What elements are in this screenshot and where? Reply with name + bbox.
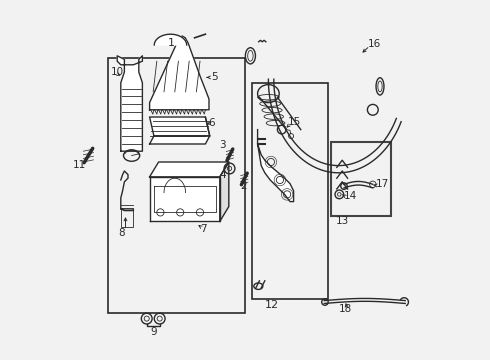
Bar — [331, 142, 391, 216]
Polygon shape — [220, 162, 229, 221]
Polygon shape — [149, 136, 210, 144]
Text: 16: 16 — [368, 39, 381, 49]
Text: 13: 13 — [336, 216, 349, 226]
Text: 14: 14 — [344, 191, 357, 201]
Text: 15: 15 — [288, 117, 301, 127]
Polygon shape — [154, 34, 187, 45]
Text: 12: 12 — [265, 300, 279, 310]
Polygon shape — [258, 130, 294, 202]
Polygon shape — [149, 36, 209, 110]
Text: 18: 18 — [339, 304, 352, 314]
Text: 3: 3 — [220, 140, 226, 150]
Text: 6: 6 — [208, 118, 215, 128]
Text: 7: 7 — [200, 224, 207, 234]
Polygon shape — [149, 117, 210, 136]
Bar — [252, 83, 328, 299]
Text: 4: 4 — [219, 170, 225, 180]
Text: 2: 2 — [240, 181, 246, 192]
Polygon shape — [149, 162, 229, 177]
Text: 11: 11 — [73, 159, 86, 170]
Bar — [108, 58, 245, 313]
Text: 10: 10 — [111, 67, 124, 77]
Polygon shape — [149, 177, 220, 221]
Text: 17: 17 — [375, 179, 389, 189]
Text: 9: 9 — [150, 327, 156, 337]
Text: 8: 8 — [119, 228, 125, 238]
Polygon shape — [117, 56, 143, 151]
Text: 5: 5 — [211, 72, 218, 82]
Text: 1: 1 — [168, 38, 175, 48]
